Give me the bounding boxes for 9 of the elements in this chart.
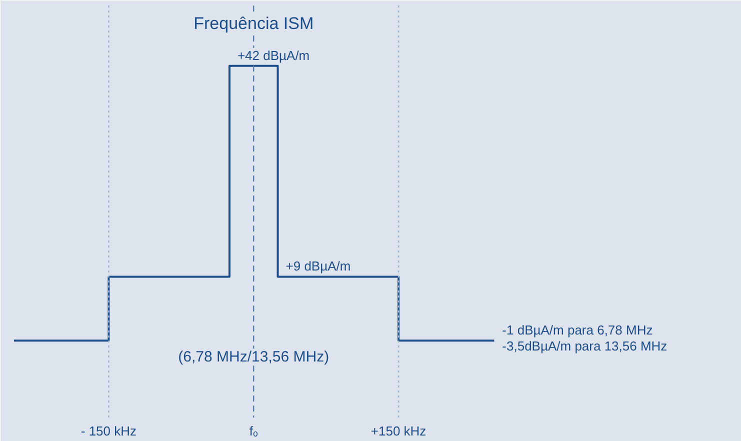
data-label: +42 dBµA/m	[237, 48, 310, 63]
x-tick-label: +150 kHz	[370, 424, 426, 438]
x-tick-label: fₒ	[249, 424, 258, 438]
annotation: (6,78 MHz/13,56 MHz)	[178, 348, 330, 366]
annotation: -3,5dBµA/m para 13,56 MHz	[502, 338, 668, 354]
data-label: +9 dBµA/m	[286, 258, 351, 274]
data-label: -1 dBµA/m para 6,78 MHz	[502, 322, 653, 338]
ref-line-label: Frequência ISM	[194, 14, 314, 33]
x-tick-label: - 150 kHz	[80, 424, 137, 438]
